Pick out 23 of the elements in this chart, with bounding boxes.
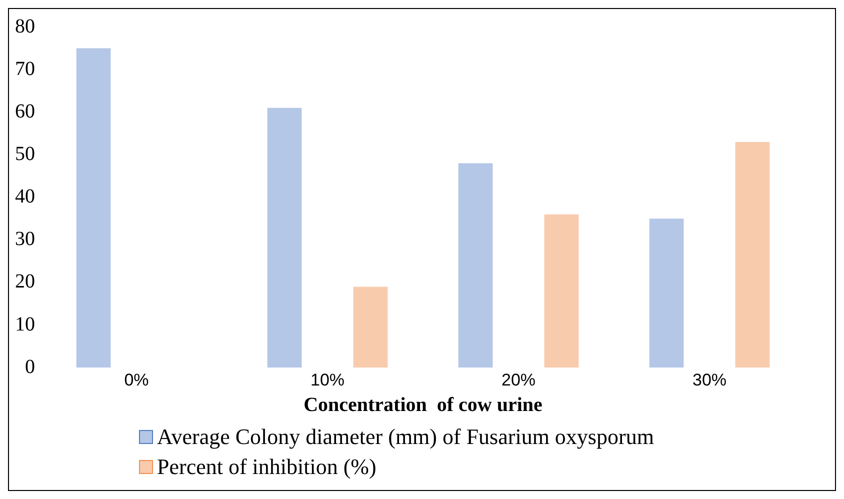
y-tick-label: 70 [15,58,35,80]
bar [735,142,770,368]
x-tick-label: 10% [310,370,345,390]
x-tick-label: 0% [124,370,149,390]
y-tick-label: 40 [15,186,35,208]
y-tick-label: 50 [15,142,35,165]
x-tick-label: 20% [501,370,536,390]
y-tick-label: 80 [15,15,35,38]
x-tick-label: 30% [692,370,727,390]
legend-label: Percent of inhibition (%) [157,453,376,481]
legend-label: Average Colony diameter (mm) of Fusarium oxysporum [157,423,654,451]
bar [267,108,302,368]
bar [76,48,111,368]
bar [458,163,493,368]
y-tick-label: 30 [15,228,35,250]
y-tick-label: 20 [15,270,35,293]
y-tick-label: 0 [25,356,35,378]
bar [544,214,579,368]
y-tick-label: 10 [15,313,35,336]
x-axis-title: Concentration of cow urine [304,394,543,416]
y-tick-label: 60 [15,100,35,122]
bar [353,286,388,368]
bar [649,218,684,368]
